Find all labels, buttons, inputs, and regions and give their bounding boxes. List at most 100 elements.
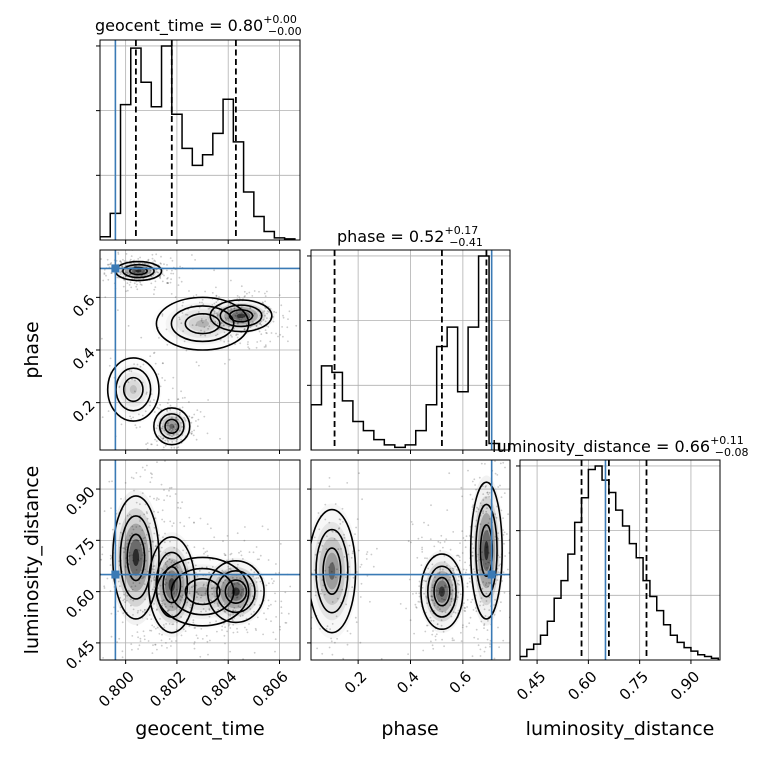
sample-point: [287, 340, 289, 343]
title-lower-error: −0.41: [449, 236, 483, 249]
sample-point: [417, 600, 420, 603]
sample-point: [471, 655, 474, 658]
sample-point: [354, 533, 356, 535]
sample-point: [130, 476, 133, 479]
sample-point: [482, 510, 484, 512]
sample-point: [193, 641, 196, 643]
sample-point: [263, 612, 265, 615]
sample-point: [429, 538, 432, 540]
sample-point: [493, 604, 496, 606]
sample-point: [149, 400, 152, 403]
sample-point: [204, 592, 207, 595]
sample-point: [279, 628, 281, 631]
sample-point: [128, 513, 131, 516]
sample-point: [283, 561, 285, 563]
density-contour: [216, 570, 256, 614]
sample-point: [342, 657, 345, 660]
sample-point: [161, 600, 163, 603]
sample-point: [239, 342, 242, 345]
sample-point: [259, 323, 261, 326]
sample-point: [270, 578, 273, 580]
sample-point: [228, 358, 231, 361]
sample-point: [240, 285, 243, 288]
sample-point: [449, 576, 452, 579]
sample-point: [419, 601, 421, 603]
sample-point: [193, 627, 196, 629]
sample-point: [140, 284, 143, 286]
sample-point: [464, 546, 467, 549]
sample-point: [135, 526, 138, 528]
sample-point: [233, 606, 236, 609]
sample-point: [268, 311, 270, 313]
x-tick-label: 0.2: [341, 668, 371, 698]
sample-point: [186, 568, 189, 571]
sample-point: [190, 421, 193, 424]
sample-point: [456, 554, 459, 557]
sample-point: [168, 571, 171, 574]
sample-point: [248, 551, 251, 553]
sample-point: [203, 583, 205, 586]
sample-point: [416, 661, 418, 663]
sample-point: [163, 626, 166, 629]
sample-point: [415, 606, 418, 609]
sample-point: [190, 432, 193, 435]
sample-point: [487, 493, 490, 496]
sample-point: [423, 592, 425, 595]
sample-point: [485, 592, 488, 595]
sample-point: [210, 527, 212, 530]
sample-point: [161, 633, 163, 636]
sample-point: [262, 318, 265, 321]
sample-point: [110, 612, 113, 615]
sample-point: [351, 552, 354, 555]
sample-point: [248, 291, 251, 294]
sample-point: [465, 411, 467, 413]
sample-point: [412, 593, 414, 595]
sample-point: [256, 616, 259, 619]
sample-point: [256, 558, 259, 561]
density-contour: [184, 578, 221, 606]
sample-point: [161, 425, 164, 428]
sample-point: [499, 421, 501, 423]
sample-point: [282, 666, 284, 668]
sample-point: [431, 586, 434, 589]
sample-point: [319, 551, 321, 553]
sample-point: [461, 530, 464, 532]
sample-point: [128, 284, 131, 286]
sample-point: [250, 613, 253, 616]
sample-point: [153, 352, 155, 354]
sample-point: [153, 579, 156, 581]
sample-point: [253, 651, 256, 654]
sample-point: [489, 643, 491, 645]
sample-point: [337, 548, 340, 551]
sample-point: [94, 633, 96, 635]
sample-point: [235, 596, 238, 599]
sample-point: [154, 260, 157, 263]
sample-point: [200, 610, 203, 613]
sample-point: [482, 512, 484, 514]
sample-point: [155, 427, 158, 430]
sample-point: [440, 624, 443, 627]
sample-point: [250, 568, 253, 571]
sample-point: [266, 290, 268, 293]
sample-point: [142, 451, 144, 453]
sample-point: [288, 310, 291, 313]
sample-point: [184, 396, 186, 399]
sample-point: [119, 585, 121, 588]
sample-point: [122, 285, 125, 288]
sample-point: [432, 584, 434, 587]
sample-point: [348, 566, 351, 568]
sample-point: [251, 584, 253, 587]
sample-point: [128, 551, 131, 554]
sample-point: [479, 648, 482, 651]
sample-point: [235, 334, 238, 337]
sample-point: [236, 581, 239, 584]
sample-point: [355, 526, 357, 529]
sample-point: [423, 521, 425, 524]
sample-point: [154, 643, 157, 646]
sample-point: [450, 615, 453, 618]
sample-point: [235, 577, 238, 579]
sample-point: [487, 585, 490, 588]
density-shade: [236, 313, 246, 318]
sample-point: [191, 416, 194, 419]
sample-point: [425, 624, 428, 627]
